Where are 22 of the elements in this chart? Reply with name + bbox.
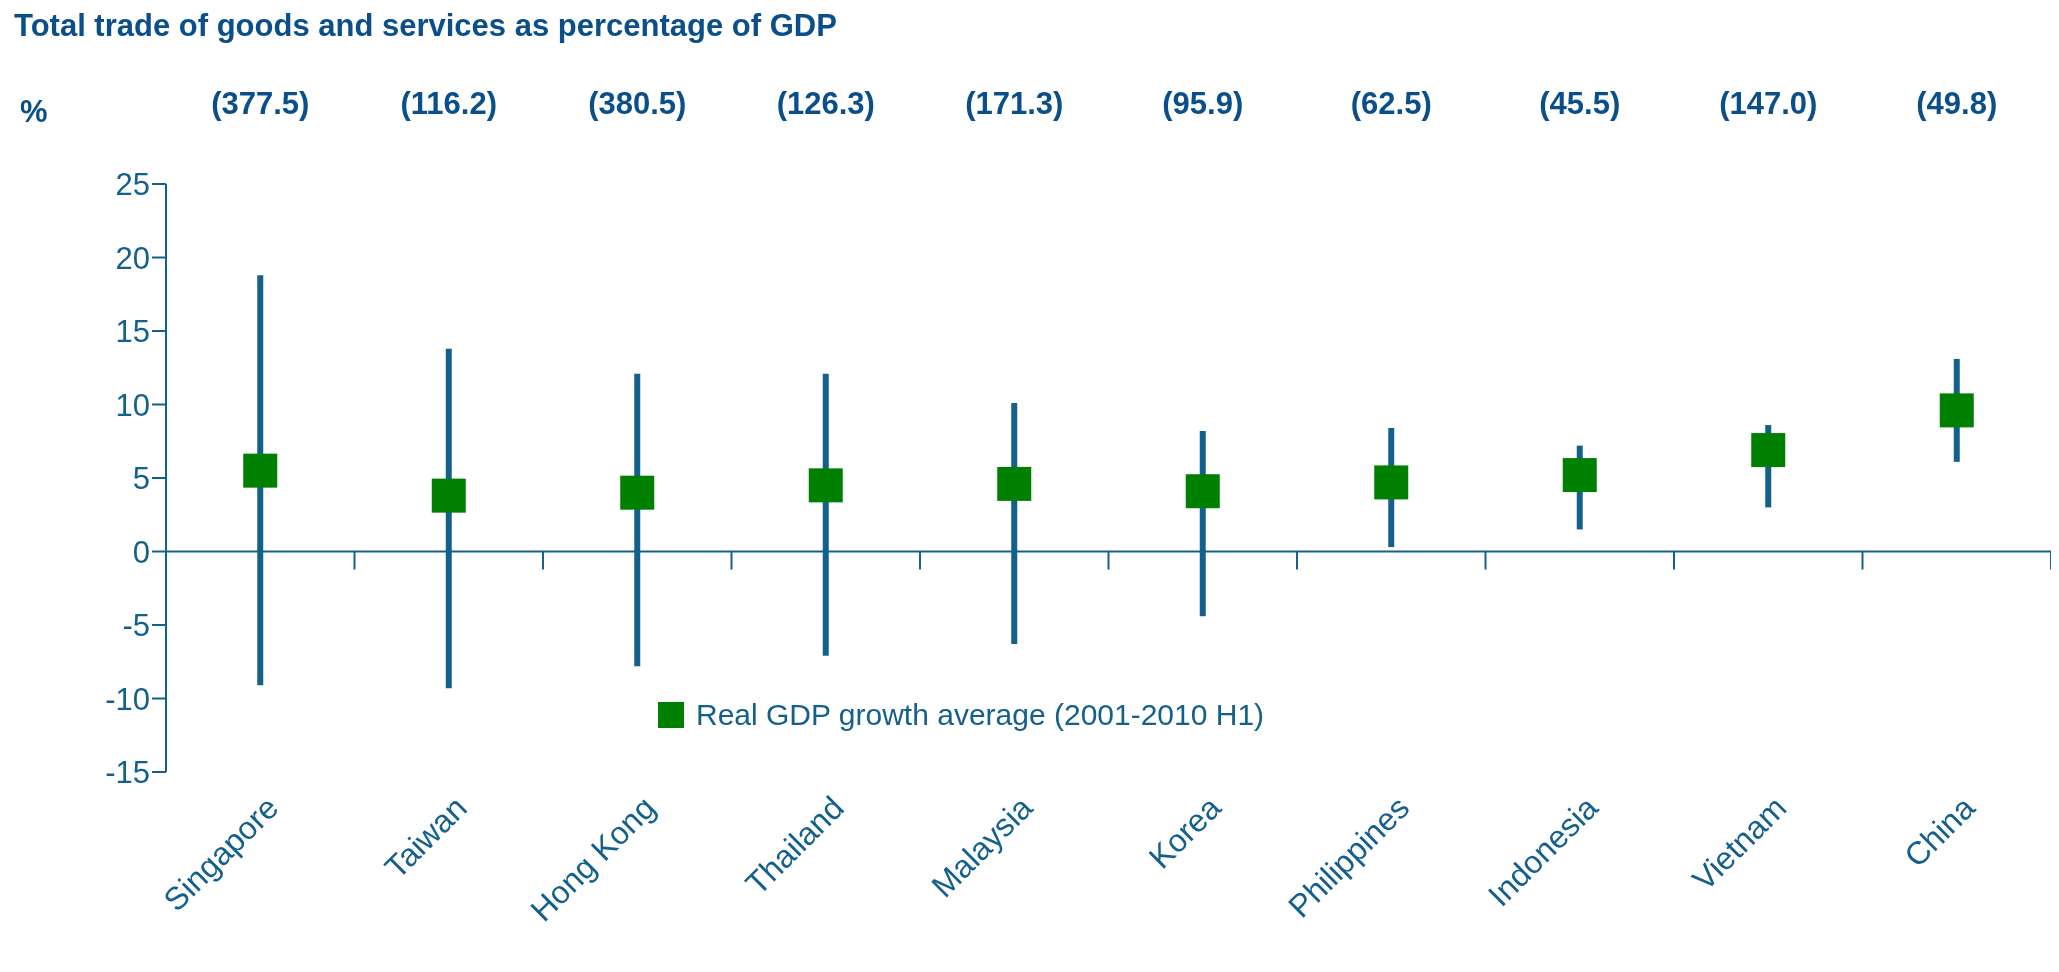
text: (116.2) xyxy=(399,86,498,122)
text: (45.5) xyxy=(1538,86,1622,122)
y-tick-label: 0 xyxy=(132,534,150,570)
text: (380.5) xyxy=(587,86,688,122)
chart-title: Total trade of goods and services as percentage of GDP xyxy=(14,8,837,44)
text: (377.5) xyxy=(210,86,311,122)
y-tick-label: -10 xyxy=(105,681,150,717)
text: (95.9) xyxy=(1161,86,1245,122)
text: (126.3) xyxy=(775,86,876,122)
y-tick-label: 10 xyxy=(115,387,150,423)
text: (49.8) xyxy=(1915,86,1999,122)
y-axis-title: % xyxy=(20,94,48,130)
y-tick-label: 20 xyxy=(115,240,150,276)
legend-label: Real GDP growth average (2001-2010 H1) xyxy=(696,698,1265,732)
y-tick-label: -15 xyxy=(105,755,150,791)
y-tick-label: 5 xyxy=(132,461,150,497)
y-tick-label: 15 xyxy=(115,314,150,350)
y-tick-label: 25 xyxy=(115,167,150,203)
text: (147.0) xyxy=(1718,86,1819,122)
y-tick-label: -5 xyxy=(122,608,150,644)
text: (62.5) xyxy=(1349,86,1433,122)
text: (171.3) xyxy=(964,86,1065,122)
